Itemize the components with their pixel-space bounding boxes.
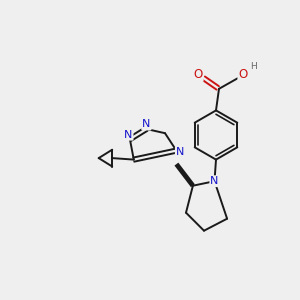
Text: N: N bbox=[176, 147, 184, 157]
Text: H: H bbox=[250, 62, 256, 71]
Text: N: N bbox=[142, 119, 151, 130]
Text: N: N bbox=[210, 176, 219, 186]
Text: N: N bbox=[124, 130, 133, 140]
Text: O: O bbox=[238, 68, 247, 81]
Text: O: O bbox=[194, 68, 202, 81]
